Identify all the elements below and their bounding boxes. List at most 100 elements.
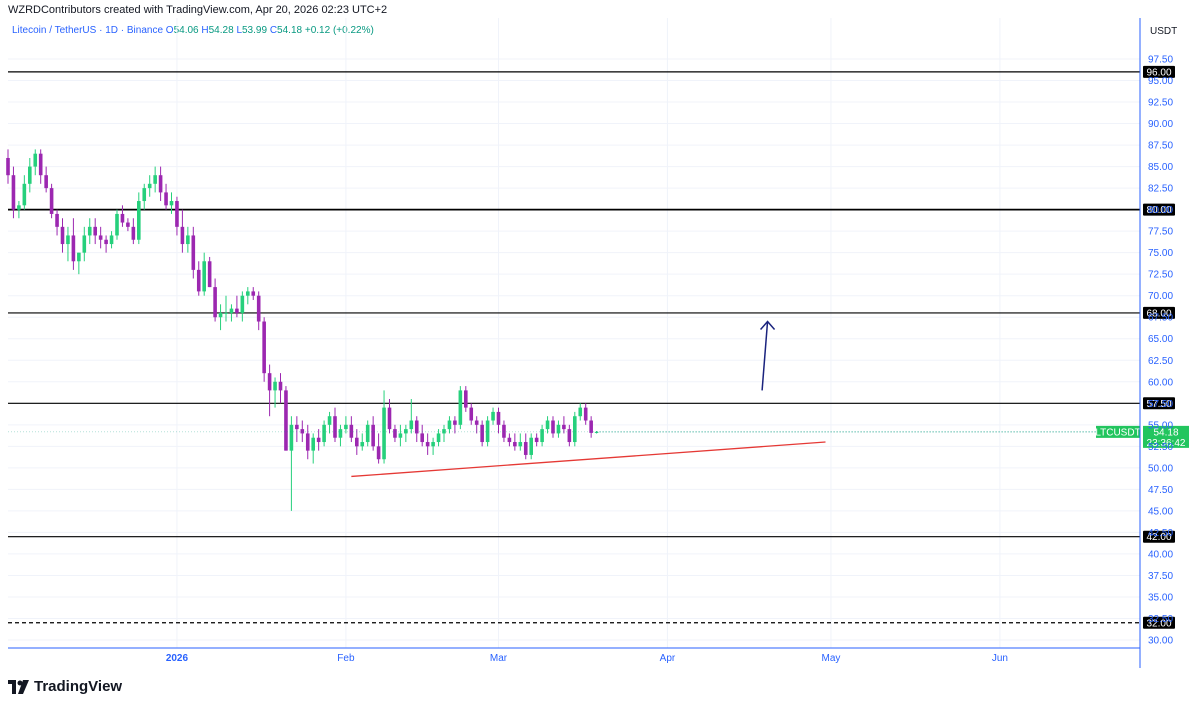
level-badge [1143, 616, 1175, 629]
level-badge [1143, 530, 1175, 543]
support-trendline [351, 441, 826, 478]
candle-body [126, 222, 130, 227]
candle-body [224, 312, 228, 314]
candle-body [365, 424, 370, 443]
target-arrow-head [759, 320, 776, 331]
symbol-legend: Litecoin / TetherUS · 1D · Binance O54.0… [12, 25, 374, 36]
currency-label[interactable]: USDT [1150, 26, 1178, 37]
y-tick-label: 92.50 [1148, 98, 1173, 109]
level-badge [1143, 306, 1175, 319]
high-value: 54.28 [208, 25, 234, 36]
candle-body [295, 424, 299, 430]
candle-body [458, 390, 463, 425]
candle-body [567, 429, 572, 443]
x-tick-label: Mar [490, 653, 508, 664]
y-tick-label: 95.00 [1148, 76, 1173, 87]
y-tick-label: 40.00 [1148, 549, 1173, 560]
candle-body [278, 381, 283, 391]
low-value: 53.99 [242, 25, 268, 36]
symbol-name[interactable]: Litecoin / TetherUS · 1D · Binance [12, 25, 164, 36]
close-key: C [269, 25, 278, 36]
candle-body [6, 157, 10, 176]
candle-body [507, 437, 512, 443]
last-price-label: 54.18 [1153, 427, 1178, 438]
y-tick-label: 87.50 [1148, 141, 1173, 152]
candle-body [229, 308, 234, 313]
candle-body [153, 175, 157, 184]
axes: 30.00 32.50 35.00 37.50 40.00 42.50 45.00 47.50… [8, 18, 1173, 668]
candle-body [442, 429, 446, 434]
candle-body [71, 235, 76, 262]
candle-body [246, 291, 250, 296]
open-value: 54.06 [173, 25, 199, 36]
candle-body [316, 437, 321, 443]
x-tick-label: May [821, 653, 840, 664]
tradingview-brand: TradingView [34, 678, 123, 695]
candle-body [551, 420, 555, 434]
candle-body [82, 235, 87, 253]
chart-grid [8, 18, 1140, 648]
level-badge [1143, 397, 1175, 410]
candle-body [256, 295, 261, 322]
candle-body [22, 183, 27, 206]
candle-body [191, 235, 196, 270]
level-label: 68.00 [1146, 308, 1171, 319]
candle-body [474, 420, 479, 425]
candle-body [480, 424, 484, 443]
tradingview-logo[interactable]: TradingView [8, 678, 122, 695]
candle-body [360, 442, 365, 447]
candle-body [55, 213, 59, 227]
candle-body [311, 437, 315, 451]
candle-body [545, 420, 550, 430]
candle-body [300, 429, 305, 434]
x-tick-label: Jun [992, 653, 1008, 664]
candle-body [180, 226, 185, 245]
candle-body [453, 420, 457, 425]
candle-body [284, 390, 288, 451]
candle-body [529, 437, 533, 455]
candle-body [387, 407, 392, 430]
candle-body [240, 295, 245, 313]
candle-body [120, 213, 125, 223]
horizontal-levels: 96.00 80.00 68.00 57.50 42.00 32.00 [8, 65, 1175, 629]
candle-body [518, 442, 523, 447]
candle-body [409, 420, 414, 430]
candle-body [49, 188, 54, 214]
y-tick-label: 50.00 [1148, 463, 1173, 474]
candle-body [344, 424, 348, 430]
x-tick-label: Feb [337, 653, 355, 664]
candle-body [164, 192, 168, 206]
y-tick-label: 75.00 [1148, 248, 1173, 259]
y-tick-label: 62.50 [1148, 356, 1173, 367]
x-tick-label: 2026 [166, 653, 189, 664]
candle-body [44, 175, 48, 189]
high-key: H [201, 25, 209, 36]
candle-body [322, 424, 326, 443]
candle-body [496, 411, 501, 425]
candle-body [218, 312, 223, 318]
candle-body [109, 235, 114, 245]
close-value: 54.18 [277, 25, 303, 36]
x-tick-label: Apr [660, 653, 676, 664]
low-key: L [236, 25, 242, 36]
level-label: 57.50 [1146, 399, 1171, 410]
candle-body [186, 235, 190, 245]
candle-body [17, 205, 21, 210]
candle-body [573, 416, 577, 443]
change-value: +0.12 (+0.22%) [304, 25, 374, 36]
candle-body [513, 442, 517, 447]
y-tick-label: 82.50 [1148, 184, 1173, 195]
candle-body [273, 381, 277, 391]
y-tick-label: 77.50 [1148, 227, 1173, 238]
y-tick-label: 32.50 [1148, 614, 1173, 625]
candle-body [464, 390, 468, 408]
candle-body [469, 407, 474, 421]
candle-body [267, 373, 272, 391]
candle-body [355, 437, 359, 447]
y-tick-label: 72.50 [1148, 270, 1173, 281]
candle-body [420, 433, 424, 443]
candle-body [540, 429, 544, 443]
candle-body [414, 420, 419, 434]
